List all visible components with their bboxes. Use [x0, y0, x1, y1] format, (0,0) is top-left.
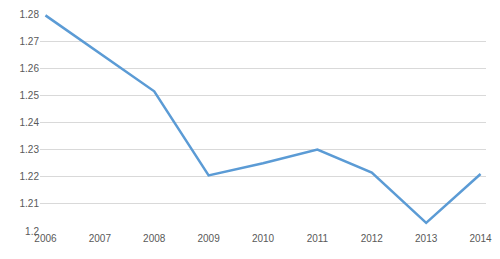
svg-text:2006: 2006 — [34, 233, 57, 244]
svg-text:1.25: 1.25 — [20, 90, 40, 101]
svg-text:1.21: 1.21 — [20, 198, 40, 209]
svg-text:1.27: 1.27 — [20, 36, 40, 47]
svg-text:1.22: 1.22 — [20, 171, 40, 182]
svg-text:2010: 2010 — [252, 233, 275, 244]
svg-text:2012: 2012 — [361, 233, 384, 244]
svg-text:1.23: 1.23 — [20, 144, 40, 155]
svg-text:2013: 2013 — [415, 233, 438, 244]
svg-text:1.2: 1.2 — [25, 226, 39, 237]
svg-text:2009: 2009 — [197, 233, 220, 244]
svg-text:2011: 2011 — [307, 233, 329, 244]
svg-text:2014: 2014 — [469, 233, 492, 244]
svg-text:1.26: 1.26 — [20, 63, 40, 74]
svg-text:2007: 2007 — [89, 233, 112, 244]
svg-text:1.28: 1.28 — [20, 9, 40, 20]
svg-text:1.24: 1.24 — [20, 117, 40, 128]
svg-text:2008: 2008 — [143, 233, 166, 244]
